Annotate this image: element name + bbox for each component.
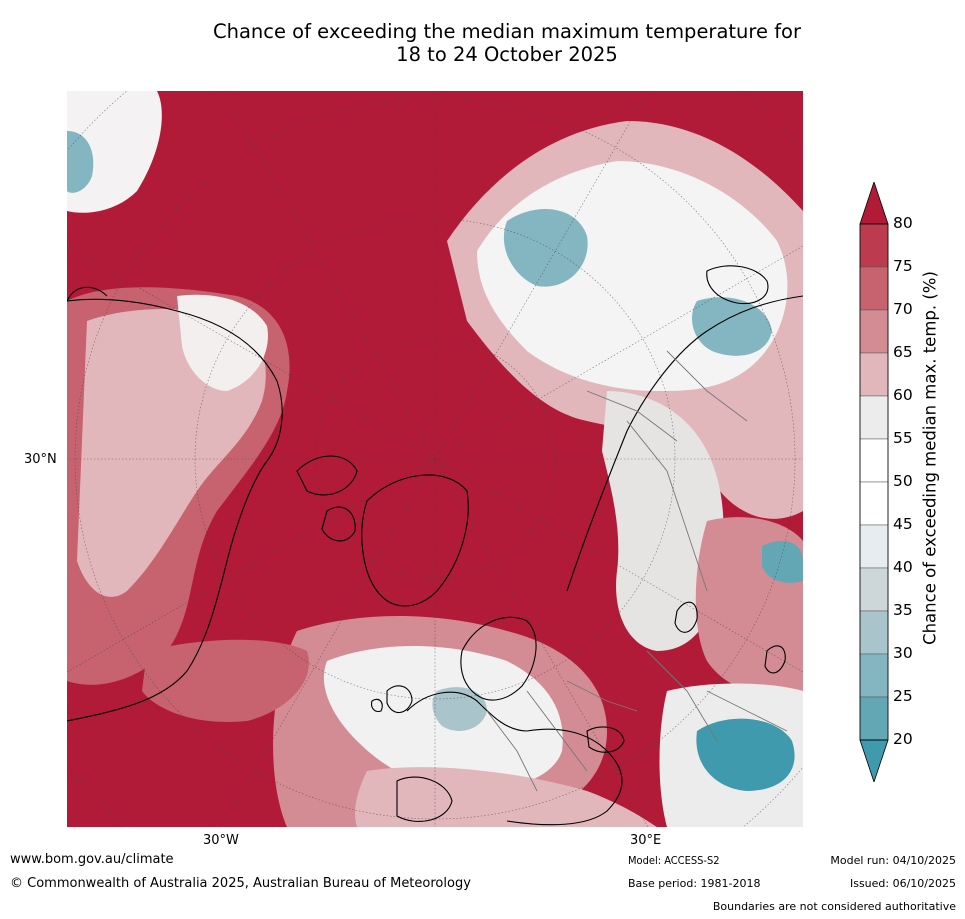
map-title-line2: 18 to 24 October 2025 [396, 43, 618, 66]
colorbar-tick-label: 35 [893, 601, 913, 619]
country-boundaries [486, 350, 788, 792]
region-pacific-blue [67, 131, 94, 193]
colorbar-tick-label: 25 [893, 687, 913, 705]
coastlines [67, 265, 803, 826]
colorbar-tick-label: 50 [893, 472, 913, 490]
colorbar [859, 182, 889, 782]
region-central-asia-light [602, 391, 724, 651]
colorbar-band [859, 696, 889, 741]
probability-map [67, 91, 803, 827]
region-siberia-blue [503, 209, 588, 287]
colorbar-band [859, 481, 889, 526]
colorbar-band [859, 266, 889, 311]
region-north-america-white [177, 294, 268, 391]
colorbar-band [859, 567, 889, 612]
colorbar-tick-label: 60 [893, 386, 913, 404]
footer-issued: Issued: 06/10/2025 [849, 877, 956, 890]
probability-regions [67, 91, 803, 827]
longitude-label-30e: 30°E [630, 833, 662, 848]
colorbar-band [859, 653, 889, 698]
colorbar-band [859, 438, 889, 483]
colorbar-band [859, 309, 889, 354]
map-title-line1: Chance of exceeding the median maximum t… [212, 20, 802, 43]
colorbar-band-top [859, 182, 889, 225]
colorbar-tick-label: 40 [893, 558, 913, 576]
region-east-asia-blue [762, 541, 803, 583]
colorbar-band [859, 223, 889, 268]
colorbar-band [859, 352, 889, 397]
colorbar-band [859, 610, 889, 655]
footer-model: Model: ACCESS-S2 [628, 854, 720, 867]
colorbar-label: Chance of exceeding median max. temp. (%… [920, 271, 940, 645]
colorbar-band-bottom [859, 739, 889, 782]
region-atlantic-pink [142, 639, 309, 722]
colorbar-tick-label: 20 [893, 730, 913, 748]
map-title: Chance of exceeding the median maximum t… [67, 20, 947, 66]
colorbar-band [859, 395, 889, 440]
colorbar-outline [859, 223, 889, 741]
footer-copyright: © Commonwealth of Australia 2025, Austra… [10, 876, 471, 891]
footer-model-run: Model run: 04/10/2025 [830, 854, 956, 867]
region-south-asia-blue [696, 718, 795, 791]
colorbar-tick-label: 80 [893, 214, 913, 232]
region-africa-light [355, 767, 657, 827]
footer-url: www.bom.gov.au/climate [10, 852, 174, 867]
footer-disclaimer: Boundaries are not considered authoritat… [712, 900, 956, 913]
footer-base-period: Base period: 1981-2018 [628, 877, 761, 890]
map-canvas [67, 91, 803, 827]
longitude-label-30w: 30°W [203, 833, 239, 848]
latitude-label-30n: 30°N [24, 452, 57, 467]
colorbar-band [859, 524, 889, 569]
region-pacific-white [67, 91, 162, 213]
colorbar-tick-label: 75 [893, 257, 913, 275]
colorbar-tick-label: 65 [893, 343, 913, 361]
colorbar-tick-label: 45 [893, 515, 913, 533]
colorbar-tick-label: 70 [893, 300, 913, 318]
region-east-siberia-blue [692, 297, 772, 356]
colorbar-tick-label: 55 [893, 429, 913, 447]
colorbar-tick-label: 30 [893, 644, 913, 662]
